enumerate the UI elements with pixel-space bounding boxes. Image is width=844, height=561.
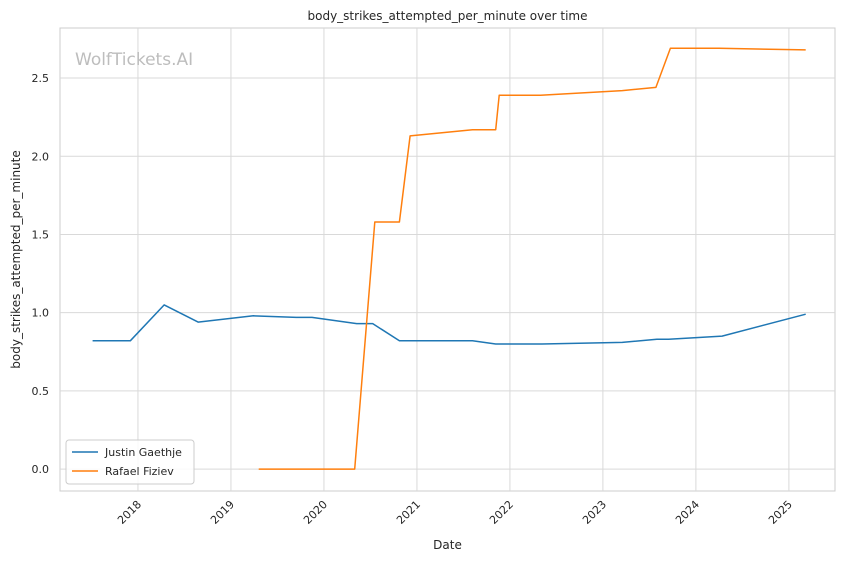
x-tick-label: 2025	[766, 498, 795, 527]
series-lines	[92, 47, 806, 470]
legend-box	[65, 439, 195, 485]
x-tick-label: 2021	[394, 498, 423, 527]
y-tick-label: 1.0	[32, 307, 50, 320]
x-axis: 2018 2019 2020 2021 2022 2023 2024 2025	[115, 498, 795, 527]
legend-label-justin-gaethje: Justin Gaethje	[104, 446, 182, 459]
x-tick-label: 2018	[115, 498, 144, 527]
x-tick-label: 2024	[673, 498, 702, 527]
y-tick-label: 0.5	[32, 385, 50, 398]
x-tick-label: 2023	[580, 498, 609, 527]
y-tick-label: 1.5	[32, 228, 50, 241]
x-tick-label: 2019	[208, 498, 237, 527]
chart-title: body_strikes_attempted_per_minute over t…	[308, 9, 588, 23]
y-tick-label: 2.0	[32, 150, 50, 163]
series-line-justin-gaethje	[92, 304, 806, 345]
y-axis-title: body_strikes_attempted_per_minute	[9, 150, 23, 368]
series-line-rafael-fiziev	[258, 47, 806, 470]
x-axis-title: Date	[433, 538, 462, 552]
grid-horizontal	[60, 77, 835, 470]
legend: Justin Gaethje Rafael Fiziev	[65, 439, 195, 485]
x-tick-label: 2022	[487, 498, 516, 527]
grid-vertical	[137, 28, 790, 491]
plot-area: WolfTickets.AI	[59, 27, 836, 492]
plot-background	[59, 27, 836, 492]
watermark: WolfTickets.AI	[75, 50, 193, 70]
legend-label-rafael-fiziev: Rafael Fiziev	[105, 465, 174, 478]
y-tick-label: 2.5	[32, 72, 50, 85]
y-axis: 0.0 0.5 1.0 1.5 2.0 2.5	[32, 72, 50, 476]
y-tick-label: 0.0	[32, 463, 50, 476]
x-tick-label: 2020	[301, 498, 330, 527]
